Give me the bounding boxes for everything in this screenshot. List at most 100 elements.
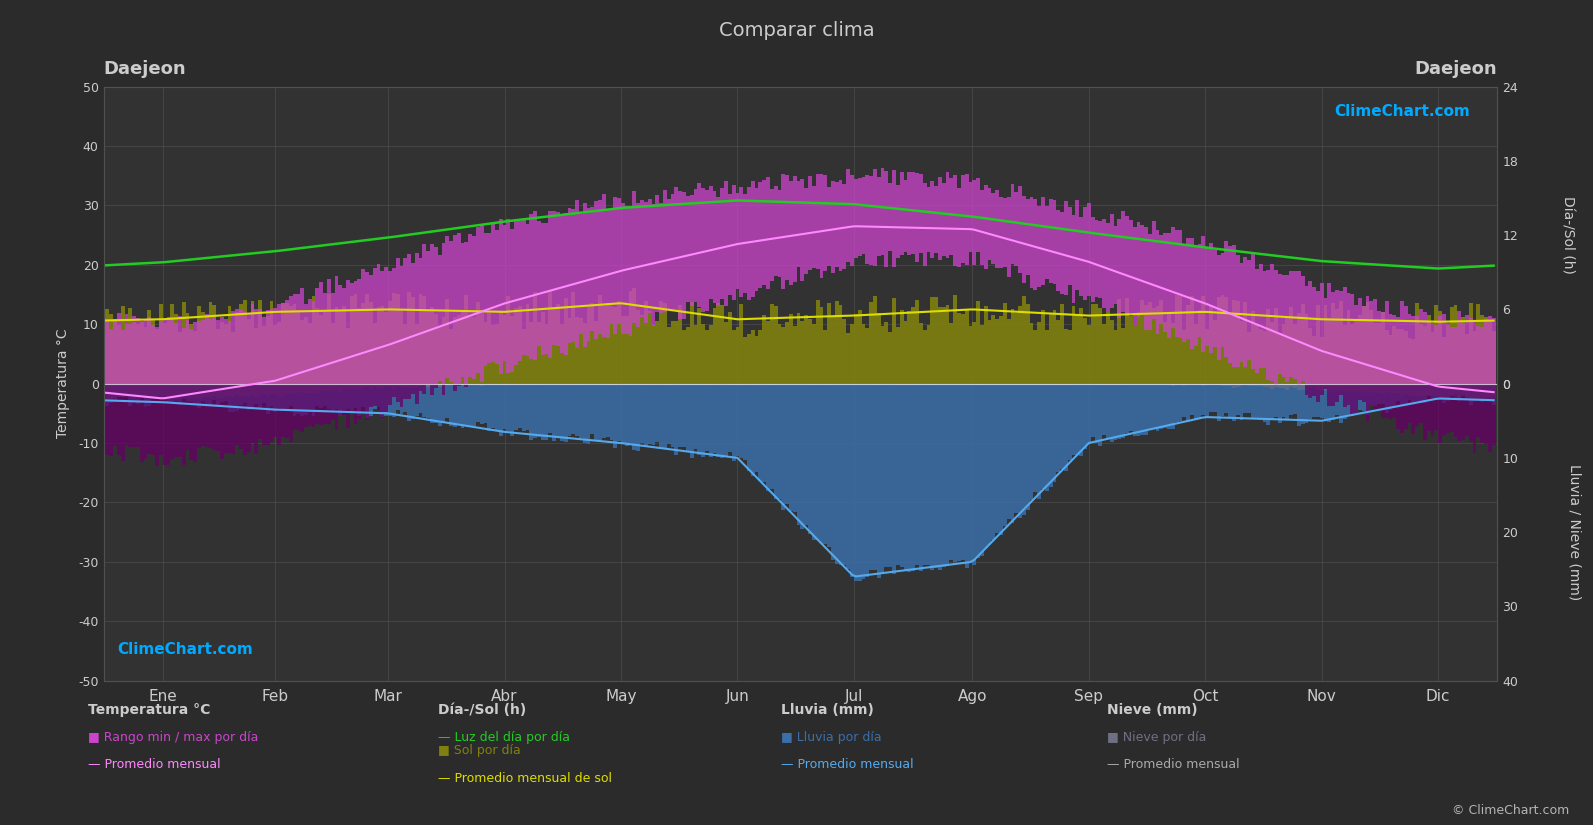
Bar <box>766 384 769 491</box>
Bar <box>346 384 350 389</box>
Bar <box>537 221 540 346</box>
Bar <box>758 330 763 384</box>
Bar <box>299 289 304 384</box>
Bar <box>373 384 376 409</box>
Bar <box>465 295 468 384</box>
Bar <box>255 384 258 404</box>
Bar <box>1472 384 1477 400</box>
Bar <box>400 266 403 384</box>
Bar <box>1067 384 1072 460</box>
Bar <box>422 384 427 417</box>
Bar <box>1423 326 1427 384</box>
Bar <box>269 309 274 384</box>
Bar <box>782 174 785 289</box>
Bar <box>1168 384 1171 429</box>
Bar <box>545 224 548 354</box>
Bar <box>167 318 170 384</box>
Bar <box>468 233 472 376</box>
Bar <box>613 384 616 385</box>
Bar <box>655 321 660 384</box>
Bar <box>182 384 186 464</box>
Bar <box>217 328 220 384</box>
Bar <box>1258 264 1263 369</box>
Bar <box>977 301 980 384</box>
Bar <box>102 323 105 384</box>
Bar <box>827 303 832 384</box>
Bar <box>644 384 648 446</box>
Bar <box>763 384 766 482</box>
Bar <box>785 384 789 504</box>
Bar <box>285 384 288 411</box>
Bar <box>534 384 537 385</box>
Bar <box>212 317 217 384</box>
Text: — Promedio mensual: — Promedio mensual <box>88 758 220 771</box>
Bar <box>1321 384 1324 395</box>
Bar <box>327 384 331 409</box>
Bar <box>1357 315 1362 384</box>
Bar <box>632 191 636 323</box>
Bar <box>1121 211 1125 313</box>
Bar <box>1152 384 1155 428</box>
Bar <box>712 384 717 454</box>
Bar <box>1480 384 1485 397</box>
Bar <box>323 384 327 392</box>
Bar <box>411 384 414 419</box>
Bar <box>616 199 621 323</box>
Bar <box>1106 384 1110 439</box>
Bar <box>660 384 663 450</box>
Bar <box>1086 325 1091 384</box>
Bar <box>269 384 274 442</box>
Bar <box>586 208 591 342</box>
Bar <box>687 196 690 302</box>
Bar <box>1327 384 1332 407</box>
Bar <box>687 384 690 451</box>
Bar <box>1217 255 1220 360</box>
Bar <box>129 384 132 397</box>
Bar <box>1217 384 1220 385</box>
Bar <box>1395 384 1400 394</box>
Bar <box>671 321 674 384</box>
Bar <box>1201 296 1206 384</box>
Bar <box>556 304 559 384</box>
Bar <box>1212 250 1217 347</box>
Bar <box>209 384 212 448</box>
Bar <box>725 322 728 384</box>
Bar <box>578 384 583 438</box>
Bar <box>1042 309 1045 384</box>
Bar <box>567 318 572 384</box>
Bar <box>1400 384 1403 396</box>
Bar <box>1419 384 1423 403</box>
Bar <box>135 384 140 447</box>
Bar <box>1163 384 1168 428</box>
Bar <box>357 279 362 384</box>
Bar <box>873 169 876 266</box>
Bar <box>674 187 679 311</box>
Bar <box>465 384 468 387</box>
Bar <box>796 384 800 526</box>
Bar <box>354 384 357 390</box>
Bar <box>1171 227 1174 328</box>
Bar <box>1450 328 1453 384</box>
Bar <box>261 384 266 403</box>
Bar <box>636 310 640 384</box>
Bar <box>895 384 900 565</box>
Bar <box>1403 331 1408 384</box>
Bar <box>1354 384 1357 391</box>
Bar <box>838 384 843 564</box>
Bar <box>1278 384 1282 423</box>
Bar <box>1480 315 1485 384</box>
Bar <box>1431 384 1434 396</box>
Bar <box>247 313 250 384</box>
Bar <box>1236 301 1239 384</box>
Bar <box>1198 384 1201 419</box>
Bar <box>1488 384 1491 401</box>
Bar <box>1048 384 1053 488</box>
Bar <box>312 384 315 416</box>
Bar <box>1263 384 1266 422</box>
Bar <box>403 384 408 412</box>
Bar <box>293 294 296 384</box>
Bar <box>468 384 472 427</box>
Bar <box>162 323 167 384</box>
Bar <box>220 384 225 459</box>
Bar <box>862 177 865 253</box>
